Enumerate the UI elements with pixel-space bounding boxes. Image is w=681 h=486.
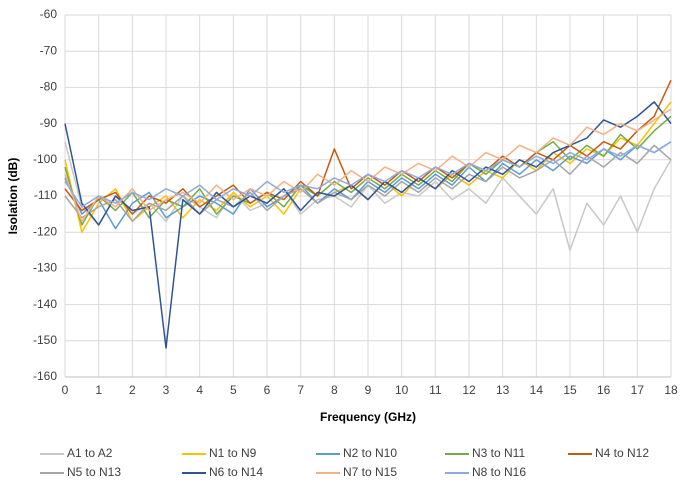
y-tick-label: -90 xyxy=(40,116,58,130)
legend-label: N8 to N16 xyxy=(472,465,526,479)
x-tick-label: 1 xyxy=(95,383,102,397)
y-tick-label: -130 xyxy=(33,261,57,275)
legend-label: N6 to N14 xyxy=(209,465,263,479)
y-tick-label: -70 xyxy=(40,43,58,57)
legend-label: N1 to N9 xyxy=(209,446,257,460)
x-tick-label: 18 xyxy=(664,383,678,397)
x-tick-label: 6 xyxy=(264,383,271,397)
x-tick-label: 4 xyxy=(196,383,203,397)
x-tick-label: 3 xyxy=(163,383,170,397)
y-tick-label: -120 xyxy=(33,224,57,238)
legend-label: N2 to N10 xyxy=(343,446,397,460)
legend-label: N3 to N11 xyxy=(472,446,525,460)
x-tick-label: 0 xyxy=(62,383,69,397)
x-tick-label: 14 xyxy=(530,383,544,397)
x-tick-label: 9 xyxy=(365,383,372,397)
legend-label: N7 to N15 xyxy=(343,465,397,479)
y-tick-label: -60 xyxy=(40,7,58,21)
series-line xyxy=(64,141,672,208)
y-tick-label: -110 xyxy=(34,188,57,202)
series-line xyxy=(64,144,672,223)
x-tick-label: 5 xyxy=(230,383,237,397)
legend-label: A1 to A2 xyxy=(67,446,113,460)
x-tick-label: 10 xyxy=(395,383,409,397)
x-tick-label: 8 xyxy=(331,383,338,397)
x-tick-label: 13 xyxy=(496,383,510,397)
x-tick-label: 11 xyxy=(429,383,442,397)
x-tick-label: 7 xyxy=(297,383,304,397)
x-tick-label: 2 xyxy=(129,383,136,397)
x-tick-label: 17 xyxy=(631,383,645,397)
y-tick-label: -140 xyxy=(33,297,57,311)
legend-label: N5 to N13 xyxy=(67,465,121,479)
x-tick-label: 15 xyxy=(563,383,577,397)
y-tick-label: -80 xyxy=(40,80,58,94)
y-tick-label: -160 xyxy=(33,369,57,383)
x-tick-label: 12 xyxy=(462,383,476,397)
x-axis-title: Frequency (GHz) xyxy=(320,410,416,424)
y-tick-label: -150 xyxy=(33,333,57,347)
legend-label: N4 to N12 xyxy=(595,446,649,460)
y-axis-title: Isolation (dB) xyxy=(6,158,20,235)
y-tick-label: -100 xyxy=(33,152,57,166)
x-tick-label: 16 xyxy=(597,383,611,397)
series-line xyxy=(64,108,672,223)
